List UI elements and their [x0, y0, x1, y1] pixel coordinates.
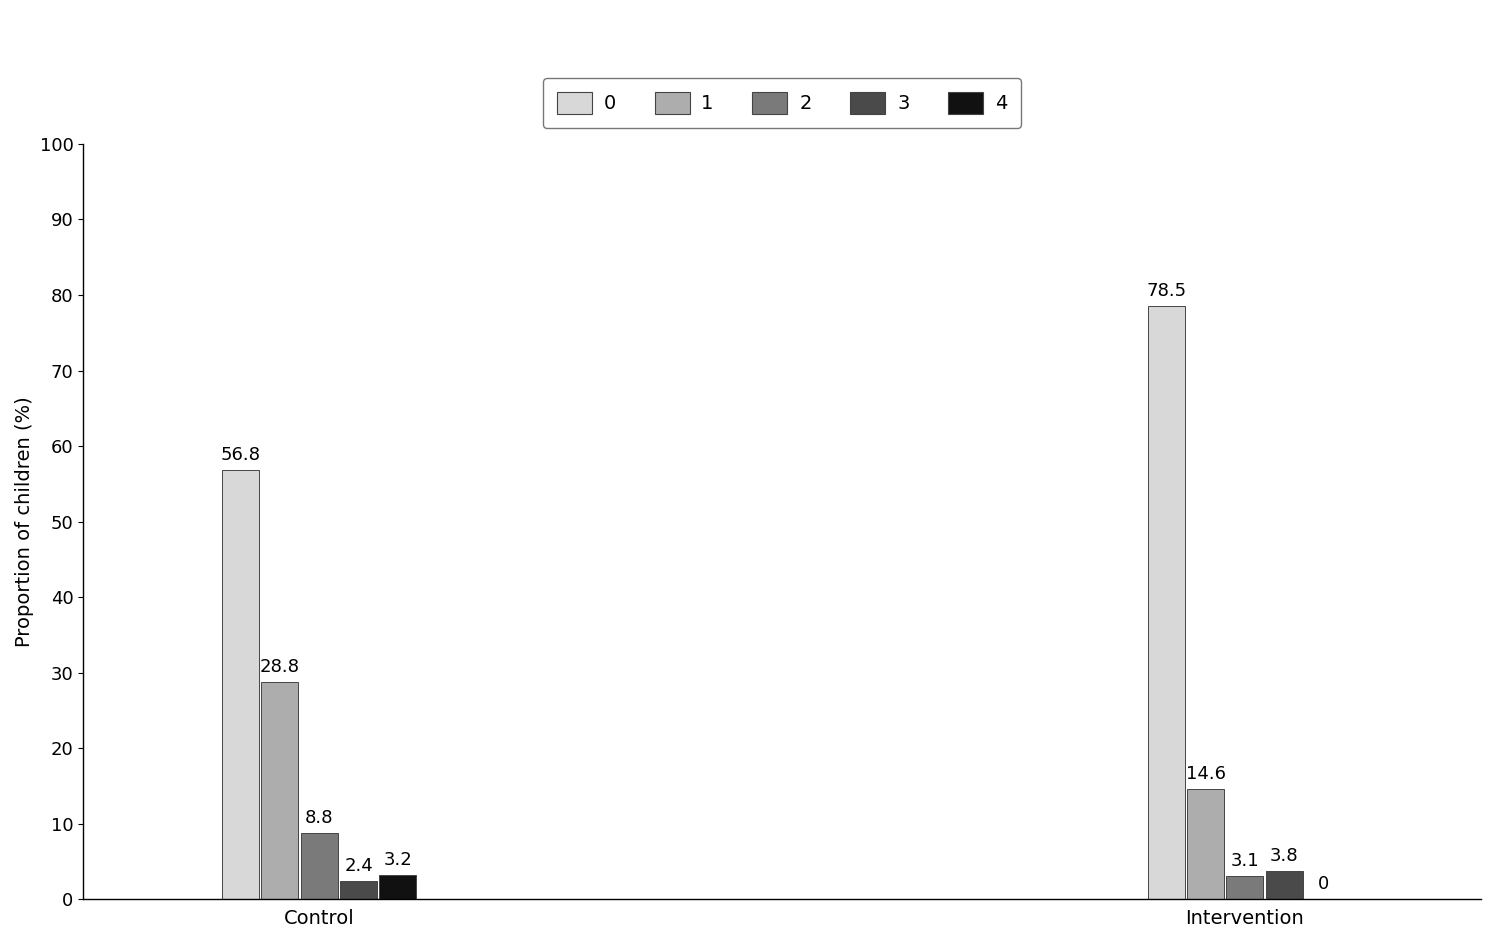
Text: 56.8: 56.8: [220, 446, 260, 464]
Legend: 0, 1, 2, 3, 4: 0, 1, 2, 3, 4: [543, 78, 1020, 127]
Bar: [340, 881, 377, 900]
Bar: [301, 833, 338, 900]
Bar: [1227, 876, 1264, 900]
Y-axis label: Proportion of children (%): Proportion of children (%): [15, 396, 34, 647]
Text: 0: 0: [1318, 875, 1330, 893]
Text: 8.8: 8.8: [305, 809, 334, 827]
Text: 78.5: 78.5: [1146, 282, 1186, 300]
Bar: [380, 875, 416, 900]
Text: 14.6: 14.6: [1186, 765, 1225, 783]
Bar: [1266, 870, 1303, 900]
Bar: [1147, 306, 1185, 900]
Bar: [1188, 789, 1224, 900]
Bar: [262, 682, 298, 900]
Text: 2.4: 2.4: [344, 857, 373, 875]
Text: 3.8: 3.8: [1270, 847, 1299, 865]
Text: 28.8: 28.8: [260, 657, 299, 676]
Text: 3.1: 3.1: [1231, 852, 1260, 869]
Bar: [221, 471, 259, 900]
Text: 3.2: 3.2: [383, 852, 413, 869]
